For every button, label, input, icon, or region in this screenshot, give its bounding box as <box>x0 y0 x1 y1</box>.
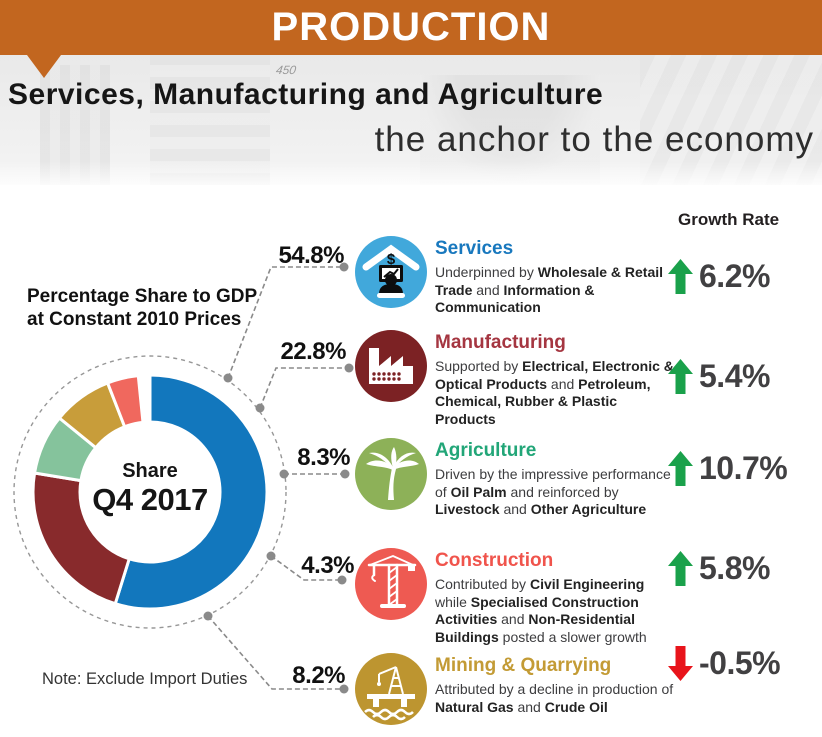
photo-text: 450 <box>275 63 298 77</box>
growth-row-mining: -0.5% <box>668 645 781 682</box>
sector-title: Manufacturing <box>435 332 566 353</box>
sector-description: Underpinned by Wholesale & Retail Trade … <box>435 264 664 315</box>
growth-down-icon <box>668 646 693 681</box>
donut-center-label: Share Q4 2017 <box>70 459 230 517</box>
sector-title: Agriculture <box>435 440 537 461</box>
palm-tree-icon <box>355 438 427 510</box>
share-label-mining: 8.2% <box>292 662 345 689</box>
growth-up-icon <box>668 259 693 294</box>
sector-title: Services <box>435 238 514 259</box>
growth-up-icon <box>668 359 693 394</box>
donut-center-line1: Share <box>122 460 178 482</box>
footnote: Note: Exclude Import Duties <box>42 670 248 688</box>
chart-caption: Percentage Share to GDP at Constant 2010… <box>27 286 257 332</box>
growth-row-services: 6.2% <box>668 258 770 295</box>
factory-icon <box>355 330 427 402</box>
hero-headline: Services, Manufacturing and Agriculture <box>8 78 604 111</box>
photo-fade <box>0 161 822 185</box>
oil-rig-icon <box>355 653 427 725</box>
sector-description: Supported by Electrical, Electronic & Op… <box>435 358 674 427</box>
share-label-manufacturing: 22.8% <box>280 338 346 365</box>
growth-rate-header: Growth Rate <box>678 210 780 229</box>
services-icon: $ <box>355 236 427 308</box>
growth-value: -0.5% <box>699 645 781 681</box>
growth-up-icon <box>668 451 693 486</box>
growth-value: 5.8% <box>699 550 770 586</box>
growth-row-construction: 5.8% <box>668 550 770 587</box>
chart-caption-line1: Percentage Share to GDP <box>27 286 258 307</box>
svg-text:$: $ <box>387 251 396 268</box>
banner-pointer-arrow <box>27 55 61 78</box>
growth-value: 10.7% <box>699 450 788 486</box>
growth-value: 6.2% <box>699 258 770 294</box>
cityscape-photo: 450 <box>0 55 822 185</box>
growth-row-manufacturing: 5.4% <box>668 358 770 395</box>
crane-icon <box>355 548 427 620</box>
sector-title: Construction <box>435 550 554 571</box>
page-title: PRODUCTION <box>271 5 551 49</box>
sector-description: Driven by the impressive performance of … <box>435 466 671 517</box>
share-label-construction: 4.3% <box>301 552 354 579</box>
share-label-agriculture: 8.3% <box>297 444 350 471</box>
growth-up-icon <box>668 551 693 586</box>
sector-description: Contributed by Civil Engineering while S… <box>435 576 647 645</box>
header-banner: PRODUCTION <box>0 0 822 55</box>
sector-title: Mining & Quarrying <box>435 655 612 676</box>
donut-center-line2: Q4 2017 <box>92 482 208 517</box>
hero-tagline: the anchor to the economy <box>374 120 814 159</box>
chart-caption-line2: at Constant 2010 Prices <box>27 308 242 330</box>
growth-value: 5.4% <box>699 358 770 394</box>
sector-description: Attributed by a decline in production of… <box>435 681 674 715</box>
share-label-services: 54.8% <box>278 242 344 269</box>
growth-row-agriculture: 10.7% <box>668 450 788 487</box>
